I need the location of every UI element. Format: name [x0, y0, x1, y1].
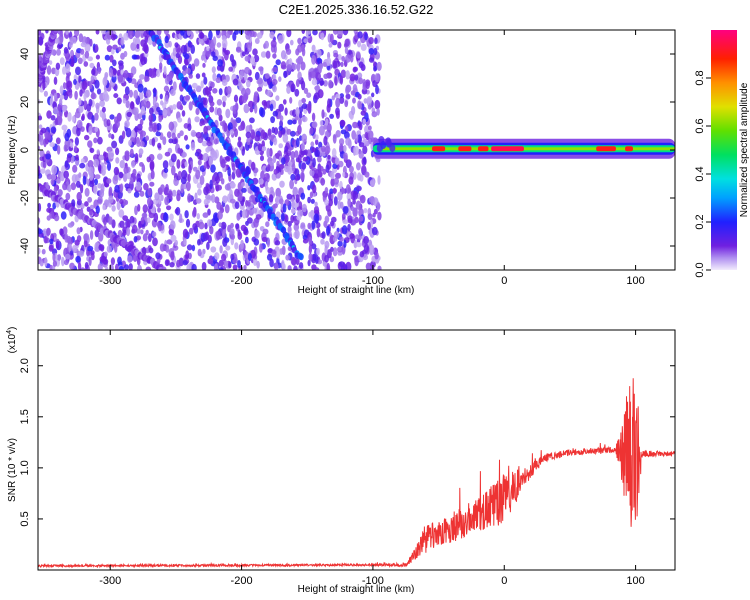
colorbar: 0.0 0.2 0.4 0.6 0.8 Normalized spectral ampl…	[694, 30, 750, 278]
spectrogram-x-tick-label: 0	[501, 275, 507, 287]
snr-y-tick-label: 0.5	[19, 511, 31, 526]
snr-y-title: SNR (10 * v/v)	[7, 438, 18, 502]
snr-x-tick-label: 0	[501, 575, 507, 587]
noise-speckle	[38, 30, 382, 270]
snr-x-tick-label: -200	[231, 575, 253, 587]
spectrogram-image	[38, 30, 675, 270]
spectrogram-y-tick-label: 40	[19, 48, 31, 60]
snr-series-line	[38, 378, 675, 569]
snr-y-ticks: 0.5 1.0 1.5 2.0	[19, 358, 675, 527]
ridge-hotspot-4	[491, 146, 524, 152]
snr-x-tick-label: -100	[362, 575, 384, 587]
snr-multiplier-exponent: 4	[6, 330, 13, 334]
spectrogram-feature-4	[372, 135, 675, 159]
snr-multiplier-base: (x10	[7, 333, 18, 353]
spectrogram-y-ticks: -40 -20 0 20 40	[19, 48, 675, 254]
snr-y-tick-label: 1.5	[19, 409, 31, 424]
snr-x-title: Height of straight line (km)	[298, 584, 415, 595]
spectrogram-x-tick-label: 100	[626, 275, 644, 287]
spectrogram-x-ticks: -300 -200 -100 0 100	[99, 30, 645, 287]
colorbar-ticks: 0.0 0.2 0.4 0.6 0.8	[694, 70, 711, 278]
spectrogram-x-tick-label: -200	[231, 275, 253, 287]
snr-plot-area	[38, 378, 675, 569]
colorbar-tick-label: 0.0	[694, 262, 706, 277]
ridge-hotspot-5	[596, 146, 616, 152]
spectrogram-y-tick-label: 20	[19, 96, 31, 108]
spectrogram-y-tick-label: -40	[19, 238, 31, 254]
spectrogram-y-tick-label: -20	[19, 190, 31, 206]
colorbar-tick-label: 0.4	[694, 166, 706, 181]
spectrogram-x-tick-label: -100	[362, 275, 384, 287]
snr-panel: -300 -200 -100 0 100 0.5 1.0 1.5 2.0 Height of …	[6, 327, 676, 595]
colorbar-tick-label: 0.6	[694, 118, 706, 133]
snr-y-multiplier: (x104)	[6, 327, 18, 354]
snr-x-tick-label: -300	[99, 575, 121, 587]
colorbar-tick-label: 0.8	[694, 70, 706, 85]
snr-frame	[37, 329, 676, 571]
spectrogram-x-tick-label: -300	[99, 275, 121, 287]
snr-y-tick-label: 2.0	[19, 358, 31, 373]
ridge-hotspot-6	[625, 146, 633, 152]
figure-title: C2E1.2025.336.16.52.G22	[279, 2, 434, 17]
spectrogram-y-title: Frequency (Hz)	[7, 116, 18, 185]
spectrogram-feature-3	[38, 30, 59, 87]
spectrogram-feature-2	[38, 183, 167, 270]
colorbar-gradient	[711, 30, 737, 270]
colorbar-tick-label: 0.2	[694, 214, 706, 229]
snr-multiplier-close: )	[7, 327, 18, 330]
spectrogram-feature-1	[145, 30, 304, 261]
ridge-hotspot-2	[458, 146, 472, 152]
ridge-hotspot-3	[477, 146, 489, 152]
colorbar-title: Normalized spectral amplitude	[739, 82, 750, 217]
ridge-hotspot-1	[432, 146, 446, 152]
spectrogram-y-tick-label: 0	[19, 147, 31, 153]
spectrogram-x-title: Height of straight line (km)	[298, 285, 415, 296]
snr-y-tick-label: 1.0	[19, 460, 31, 475]
snr-x-tick-label: 100	[626, 575, 644, 587]
snr-x-ticks: -300 -200 -100 0 100	[99, 330, 645, 587]
